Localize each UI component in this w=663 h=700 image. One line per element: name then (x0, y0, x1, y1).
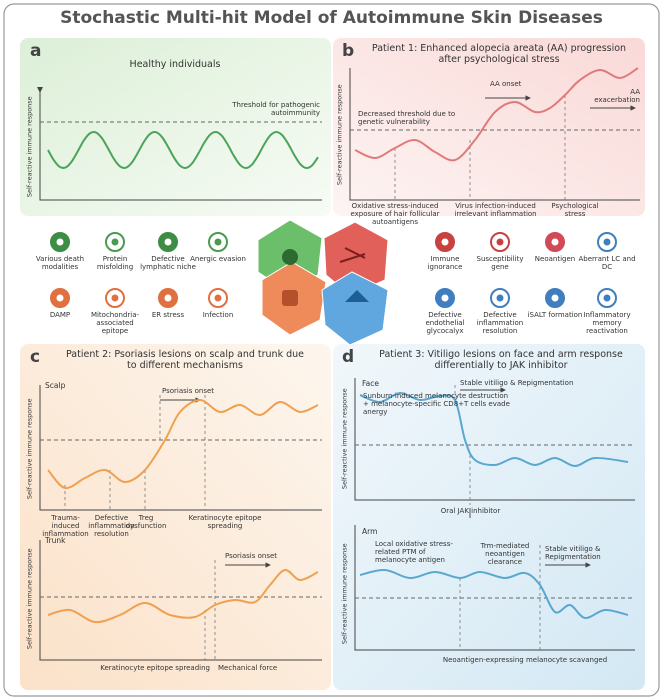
response-curve (359, 568, 629, 620)
hit-icon (105, 288, 125, 308)
annotation: AA onset (490, 80, 522, 88)
panel-label: d (342, 347, 355, 367)
hit-label: Various death modalities (35, 255, 85, 272)
hit-icon (435, 232, 455, 252)
event-label: Keratinocyte epitope spreading (188, 514, 262, 531)
panel-a-bg (20, 38, 331, 216)
panel-b-bg (333, 38, 645, 216)
panel-title: Patient 2: Psoriasis lesions on scalp an… (65, 349, 304, 371)
event-label: Oxidative stress-induced exposure of hai… (350, 202, 440, 227)
annotation: Psoriasis onset (225, 552, 278, 560)
curves (47, 67, 639, 624)
annotation: Local oxidative stress-related PTM of me… (375, 540, 453, 565)
hit-label: Mitochondria-associated epitope (90, 311, 140, 336)
hit-icon (105, 232, 125, 252)
y-axis-label: Self-reactive immune response (25, 96, 34, 198)
panel-title: Healthy individuals (129, 59, 221, 70)
hit-icon (158, 232, 178, 252)
panel-label: a (30, 41, 42, 61)
axes (37, 68, 640, 661)
hit-label: Anergic evasion (190, 255, 246, 263)
hit-icon (50, 288, 70, 308)
hit-icon (208, 288, 228, 308)
hit-label: Defective inflammation resolution (476, 311, 524, 336)
hit-icon (545, 232, 565, 252)
hit-icon (545, 288, 565, 308)
hit-label: Aberrant LC and DC (578, 255, 636, 272)
annotation: AA exacerbation (594, 88, 640, 105)
threshold-label: Threshold for pathogenic autoimmunity (232, 101, 320, 118)
figure-title: Stochastic Multi-hit Model of Autoimmune… (60, 8, 603, 28)
response-curve (47, 131, 319, 169)
panel-d-bg (333, 344, 645, 690)
hit-label: Susceptibility gene (476, 255, 524, 272)
panel-label: c (30, 347, 41, 367)
hit-label: Neoantigen (534, 255, 576, 263)
y-axis-label: Self-reactive immune response (340, 388, 349, 490)
y-axis-label: Self-reactive immune response (25, 398, 34, 500)
hit-label: Protein misfolding (96, 255, 134, 272)
annotation: Psoriasis onset (162, 387, 215, 395)
annotation: Sunburn-induced melanocyte destruction +… (363, 392, 510, 417)
hit-label: DAMP (49, 311, 71, 319)
response-curve (354, 67, 639, 162)
site-label: Face (362, 379, 379, 388)
event-label: Mechanical force (218, 664, 278, 672)
event-label: Defective inflammation resolution (88, 514, 135, 539)
panel-label: b (342, 41, 355, 61)
annotation: Stable vitiligo & Repigmentation (545, 545, 601, 562)
hit-label: Inflammatory memory reactivation (583, 311, 631, 336)
hit-icon (490, 232, 510, 252)
annotation: Neoantigen-expressing melanocyte scavang… (442, 656, 608, 664)
hit-label: Defective lymphatic niche (140, 255, 196, 272)
y-axis-label: Self-reactive immune response (335, 84, 344, 186)
panel-title: Patient 3: Vitiligo lesions on face and … (379, 349, 623, 371)
hit-label: ER stress (151, 311, 185, 319)
panel-c-bg (20, 344, 331, 690)
annotation: Decreased threshold due to genetic vulne… (358, 110, 456, 127)
hit-label: Immune ignorance (427, 255, 463, 272)
hit-icon (597, 288, 617, 308)
hit-icon (208, 232, 228, 252)
hit-icon (490, 288, 510, 308)
hit-label: iSALT formation (527, 311, 583, 319)
y-axis-label: Self-reactive immune response (25, 548, 34, 650)
annotation: Oral JAK inhibitor (440, 507, 501, 515)
response-curve (47, 398, 319, 490)
response-curve (359, 392, 629, 468)
dice (257, 219, 389, 346)
hit-icon (158, 288, 178, 308)
response-curve (47, 569, 319, 624)
event-label: Trauma-induced inflammation (42, 514, 89, 539)
panel-title: Patient 1: Enhanced alopecia areata (AA)… (371, 43, 627, 65)
annotation: Trm-mediated neoantigen clearance (480, 542, 530, 567)
site-label: Scalp (45, 381, 66, 390)
hit-label: Defective endothelial glycocalyx (425, 311, 465, 336)
hit-icons (50, 232, 617, 308)
event-label: Keratinocyte epitope spreading (100, 664, 210, 672)
event-label: Treg dysfunction (125, 514, 167, 531)
thresholds (40, 121, 640, 599)
site-label: Trunk (45, 536, 66, 545)
hit-label: Infection (202, 311, 234, 319)
y-axis-label: Self-reactive immune response (340, 543, 349, 645)
event-label: Virus infection-induced irrelevant infla… (454, 202, 537, 219)
event-label: Psychological stress (551, 202, 599, 219)
hit-icon (597, 232, 617, 252)
hit-icon (435, 288, 455, 308)
hit-icon (50, 232, 70, 252)
event-lines (64, 95, 566, 660)
arrows (160, 95, 636, 568)
annotation: Stable vitiligo & Repigmentation (460, 379, 574, 387)
site-label: Arm (362, 527, 378, 536)
